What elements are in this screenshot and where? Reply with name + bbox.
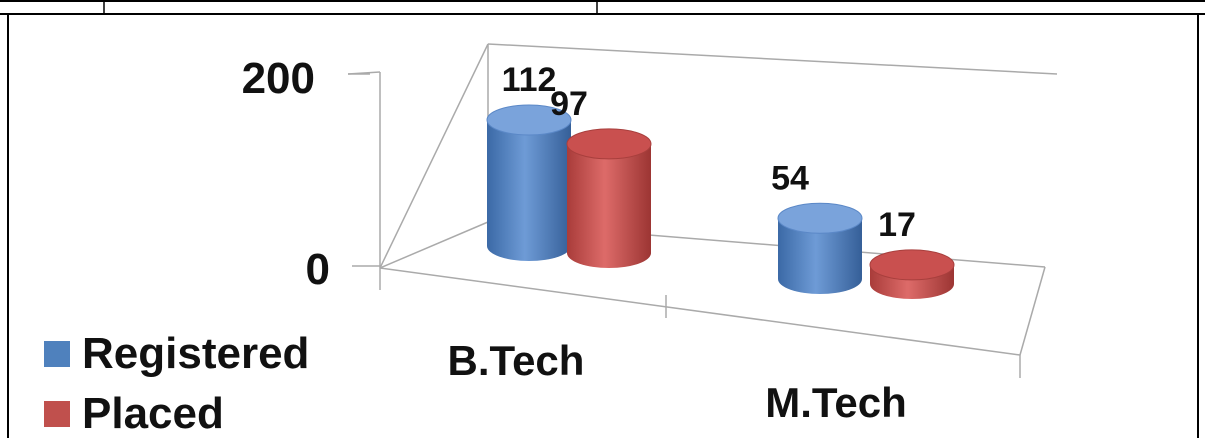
axis-walls xyxy=(347,43,1058,378)
x-tick-label-m-tech: M.Tech xyxy=(765,379,907,426)
legend-swatch xyxy=(44,401,70,427)
bar-placed-m-tech xyxy=(869,249,955,299)
bars-group xyxy=(486,104,955,299)
bar-top xyxy=(869,249,955,281)
y-tick-label-200: 200 xyxy=(242,54,315,103)
data-label-registered-b-tech: 112 xyxy=(502,61,557,99)
legend-item-placed: Placed xyxy=(44,392,224,436)
bar-body xyxy=(487,120,571,261)
x-axis-tick-labels: B.Tech M.Tech xyxy=(448,337,907,426)
bar-body xyxy=(567,143,651,268)
legend-label: Placed xyxy=(82,389,224,438)
bar-top xyxy=(566,128,652,160)
bar-registered-b-tech xyxy=(486,104,572,261)
bar-top xyxy=(777,202,863,234)
legend-swatch xyxy=(44,341,70,367)
bar-body xyxy=(778,218,862,294)
legend-item-registered: Registered xyxy=(44,332,309,376)
data-label-placed-m-tech: 17 xyxy=(878,206,916,244)
bar-top xyxy=(486,104,572,136)
bar-placed-b-tech xyxy=(566,128,652,268)
data-label-placed-b-tech: 97 xyxy=(550,85,588,123)
data-label-registered-m-tech: 54 xyxy=(771,159,809,197)
y-axis-tick-labels: 0 200 xyxy=(242,54,330,294)
bar-registered-m-tech xyxy=(777,202,863,294)
x-tick-label-b-tech: B.Tech xyxy=(448,337,585,384)
legend-label: Registered xyxy=(82,329,310,378)
y-tick-label-0: 0 xyxy=(306,245,330,294)
